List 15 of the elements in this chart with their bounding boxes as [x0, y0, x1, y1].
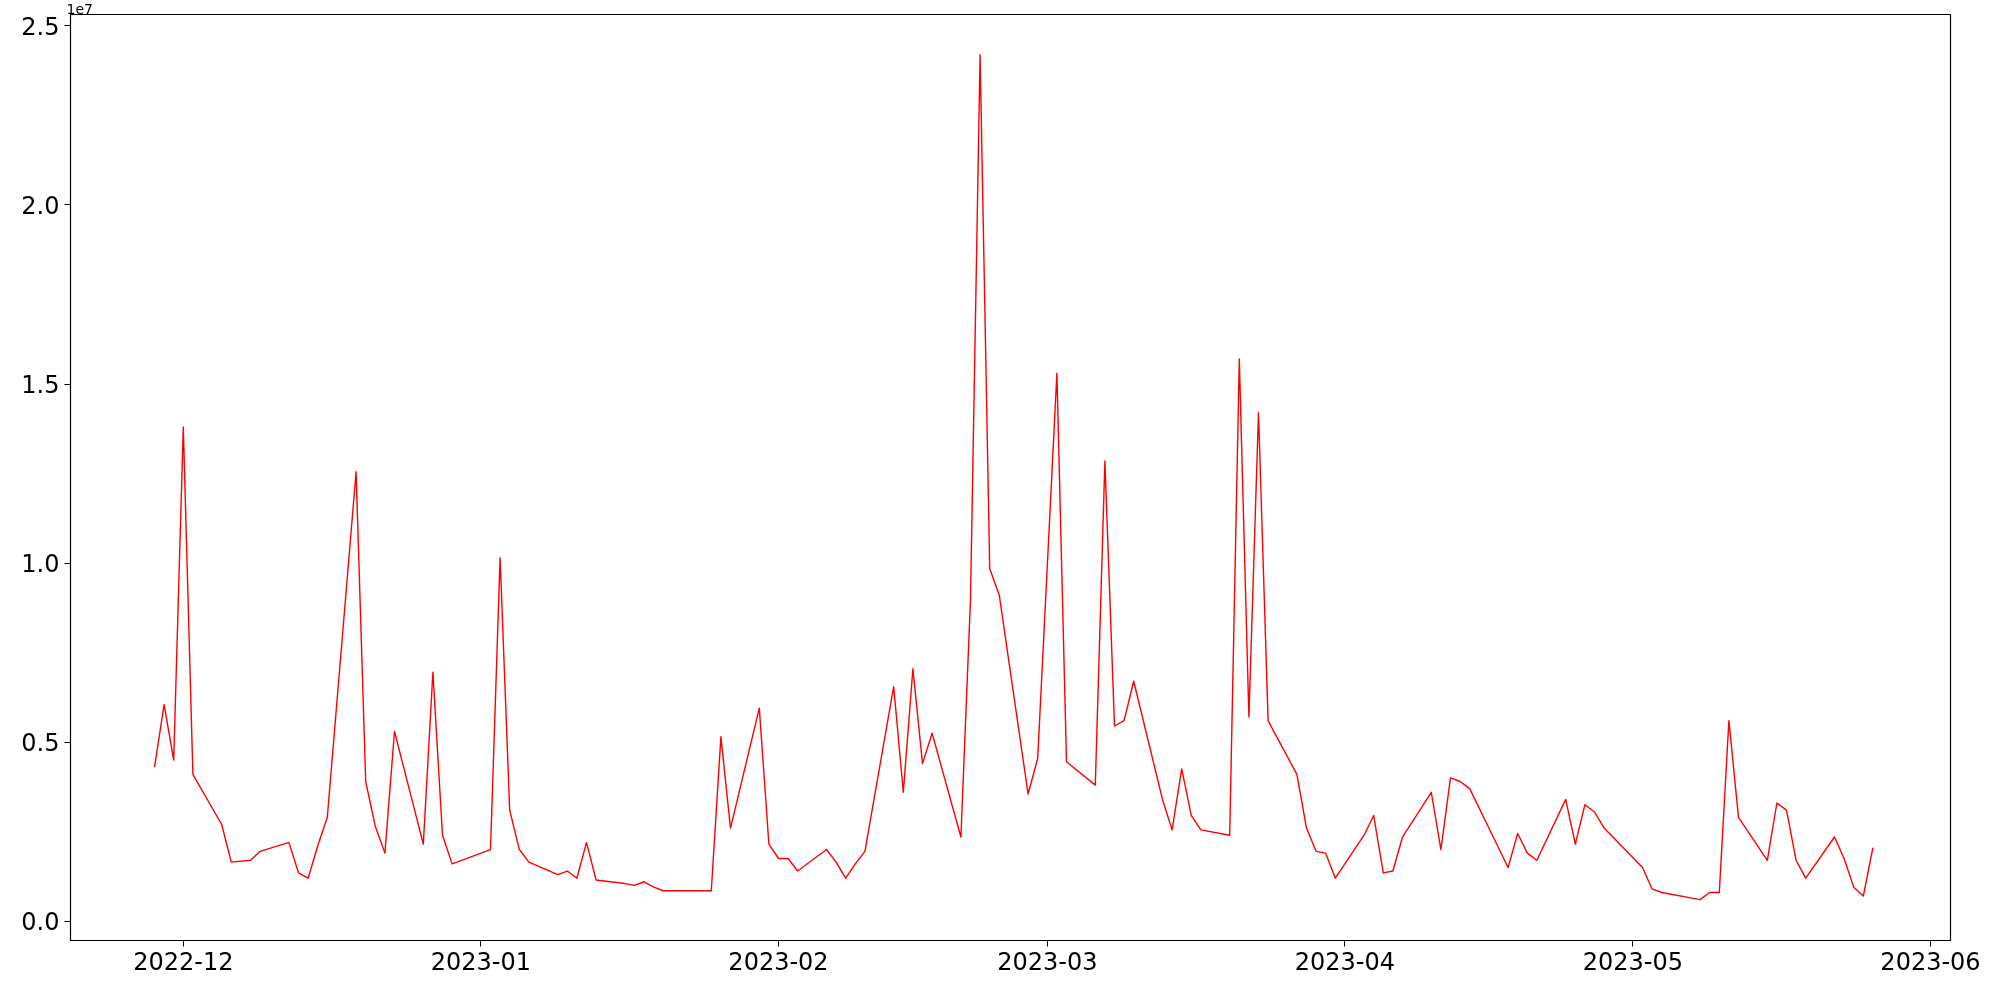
- y-tick-label: 1.0: [21, 550, 60, 579]
- x-tick-label: 2022-12: [133, 947, 234, 976]
- x-tick-label: 2023-06: [1880, 947, 1981, 976]
- line-series: [153, 53, 1874, 901]
- x-tick-label: 2023-01: [430, 947, 532, 976]
- y-tick-label: 1.5: [21, 371, 60, 400]
- y-tick-label: 2.5: [21, 12, 60, 41]
- annotation: 1e7: [66, 0, 93, 17]
- x-tick-label: 2023-05: [1582, 947, 1684, 976]
- y-tick-label: 0.5: [21, 729, 60, 758]
- x-tick-label: 2023-02: [728, 947, 829, 976]
- x-tick-label: 2023-03: [997, 947, 1098, 976]
- y-tick-label: 2.0: [21, 192, 60, 220]
- x-tick-label: 2023-04: [1294, 947, 1396, 976]
- y-tick-label: 0.0: [21, 908, 60, 937]
